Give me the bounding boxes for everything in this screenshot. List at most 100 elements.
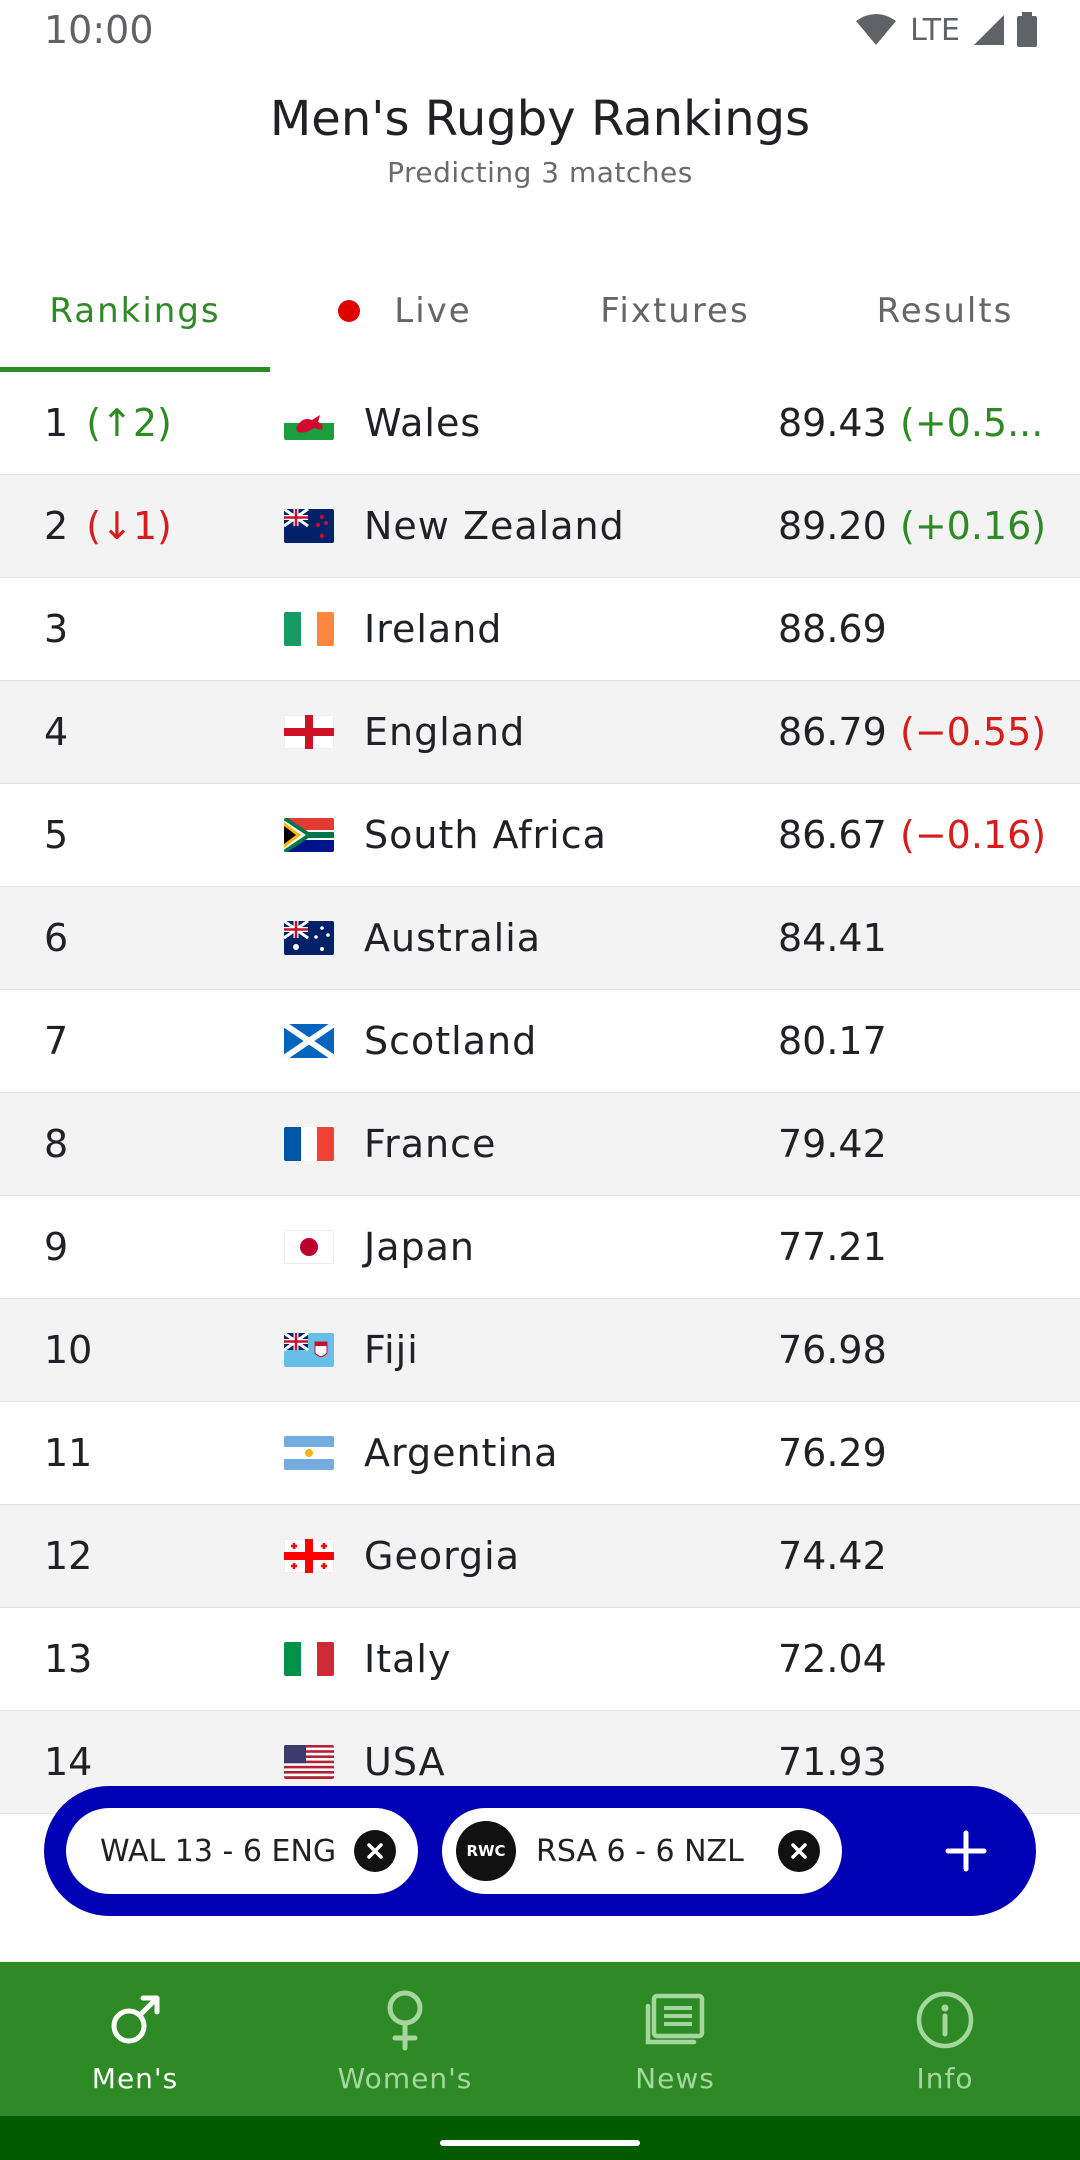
points-change: (+0.5... <box>900 401 1044 445</box>
team-name: France <box>364 1122 497 1166</box>
add-prediction-button[interactable] <box>936 1821 996 1881</box>
rank-cell: 5 <box>44 813 86 857</box>
rank-number: 3 <box>44 607 69 651</box>
rank-cell: 1 (↑2) <box>44 401 172 445</box>
points-change: (+0.16) <box>900 504 1047 548</box>
rank-number: 1 <box>44 401 69 445</box>
rank-number: 14 <box>44 1740 93 1784</box>
prediction-label: RSA 6 - 6 NZL <box>536 1833 744 1869</box>
nav-news[interactable]: News <box>540 1962 810 2116</box>
ranking-row[interactable]: 8 France 79.42 <box>0 1093 1080 1196</box>
rank-number: 12 <box>44 1534 93 1578</box>
ranking-row[interactable]: 10 Fiji 76.98 <box>0 1299 1080 1402</box>
ranking-points: 77.21 <box>778 1225 887 1269</box>
wifi-icon <box>856 14 897 45</box>
england-flag-icon <box>284 715 334 749</box>
close-icon[interactable] <box>354 1830 396 1872</box>
italy-flag-icon <box>284 1642 334 1676</box>
team-name: New Zealand <box>364 504 625 548</box>
page-title: Men's Rugby Rankings <box>269 91 811 147</box>
tab-fixtures[interactable]: Fixtures <box>600 291 750 331</box>
wales-flag-icon <box>284 406 334 440</box>
tab-live[interactable]: Live <box>270 250 540 372</box>
rank-movement: (↓1) <box>86 504 172 548</box>
team-name: Georgia <box>364 1534 520 1578</box>
japan-flag-icon <box>284 1230 334 1264</box>
rank-number: 13 <box>44 1637 93 1681</box>
gesture-handle[interactable] <box>440 2140 640 2146</box>
page-subtitle: Predicting 3 matches <box>387 156 693 189</box>
ranking-points: 76.29 <box>778 1431 887 1475</box>
rank-cell: 3 <box>44 607 86 651</box>
ranking-row[interactable]: 9 Japan 77.21 <box>0 1196 1080 1299</box>
prediction-chip[interactable]: RWC RSA 6 - 6 NZL <box>442 1808 842 1894</box>
tab-rankings[interactable]: Rankings <box>0 250 270 372</box>
team-name: Ireland <box>364 607 503 651</box>
prediction-label: WAL 13 - 6 ENG <box>100 1833 337 1869</box>
team-name: Australia <box>364 916 542 960</box>
argentina-flag-icon <box>284 1436 334 1470</box>
rank-number: 7 <box>44 1019 69 1063</box>
rank-cell: 11 <box>44 1431 110 1475</box>
team-name: Italy <box>364 1637 452 1681</box>
rank-number: 11 <box>44 1431 93 1475</box>
rank-number: 5 <box>44 813 69 857</box>
signal-icon <box>974 15 1004 45</box>
news-icon <box>645 1993 705 2045</box>
rank-number: 4 <box>44 710 69 754</box>
ranking-points: 84.41 <box>778 916 887 960</box>
bottom-nav: Men's Women's News Info <box>0 1962 1080 2116</box>
info-icon <box>916 1991 974 2049</box>
female-icon <box>387 1990 423 2051</box>
rwc-logo: RWC <box>456 1821 516 1881</box>
points-change: (−0.55) <box>900 710 1047 754</box>
team-name: Scotland <box>364 1019 538 1063</box>
gesture-bar <box>0 2116 1080 2160</box>
team-name: South Africa <box>364 813 607 857</box>
header: Men's Rugby Rankings Predicting 3 matche… <box>0 88 1080 189</box>
rankings-list: 1 (↑2) Wales 89.43 (+0.5... 2 (↓1) New Zealand 8… <box>0 372 1080 1814</box>
ranking-points: 74.42 <box>778 1534 887 1578</box>
ranking-row[interactable]: 5 South Africa 86.67 (−0.16) <box>0 784 1080 887</box>
prediction-chip[interactable]: WAL 13 - 6 ENG <box>66 1808 418 1894</box>
ranking-row[interactable]: 6 Australia 84.41 <box>0 887 1080 990</box>
ranking-points: 80.17 <box>778 1019 887 1063</box>
rank-cell: 13 <box>44 1637 110 1681</box>
rank-number: 2 <box>44 504 69 548</box>
usa-flag-icon <box>284 1745 334 1779</box>
nav-womens[interactable]: Women's <box>270 1962 540 2116</box>
ranking-row[interactable]: 11 Argentina 76.29 <box>0 1402 1080 1505</box>
team-name: Fiji <box>364 1328 419 1372</box>
rank-cell: 9 <box>44 1225 86 1269</box>
nav-info[interactable]: Info <box>810 1962 1080 2116</box>
ranking-points: 76.98 <box>778 1328 887 1372</box>
status-time: 10:00 <box>44 8 154 52</box>
ranking-row[interactable]: 7 Scotland 80.17 <box>0 990 1080 1093</box>
rank-cell: 8 <box>44 1122 86 1166</box>
nav-mens[interactable]: Men's <box>0 1962 270 2116</box>
live-indicator-icon <box>338 300 361 322</box>
rank-number: 9 <box>44 1225 69 1269</box>
ranking-row[interactable]: 4 England 86.79 (−0.55) <box>0 681 1080 784</box>
ranking-row[interactable]: 2 (↓1) New Zealand 89.20 (+0.16) <box>0 475 1080 578</box>
ranking-points: 79.42 <box>778 1122 887 1166</box>
close-icon[interactable] <box>778 1830 820 1872</box>
ranking-row[interactable]: 1 (↑2) Wales 89.43 (+0.5... <box>0 372 1080 475</box>
ranking-points: 89.20 <box>778 504 887 548</box>
team-name: USA <box>364 1740 446 1784</box>
fiji-flag-icon <box>284 1333 334 1367</box>
battery-icon <box>1017 12 1037 47</box>
team-name: Wales <box>364 401 482 445</box>
georgia-flag-icon <box>284 1539 334 1573</box>
ranking-row[interactable]: 12 Georgia 74.42 <box>0 1505 1080 1608</box>
rank-cell: 7 <box>44 1019 86 1063</box>
rank-number: 8 <box>44 1122 69 1166</box>
ranking-row[interactable]: 13 Italy 72.04 <box>0 1608 1080 1711</box>
ireland-flag-icon <box>284 612 334 646</box>
tab-bar: Rankings Live Fixtures Results <box>0 250 1080 372</box>
rank-cell: 6 <box>44 916 86 960</box>
ranking-row[interactable]: 3 Ireland 88.69 <box>0 578 1080 681</box>
rank-number: 10 <box>44 1328 93 1372</box>
tab-results[interactable]: Results <box>876 291 1014 331</box>
ranking-points: 89.43 <box>778 401 887 445</box>
